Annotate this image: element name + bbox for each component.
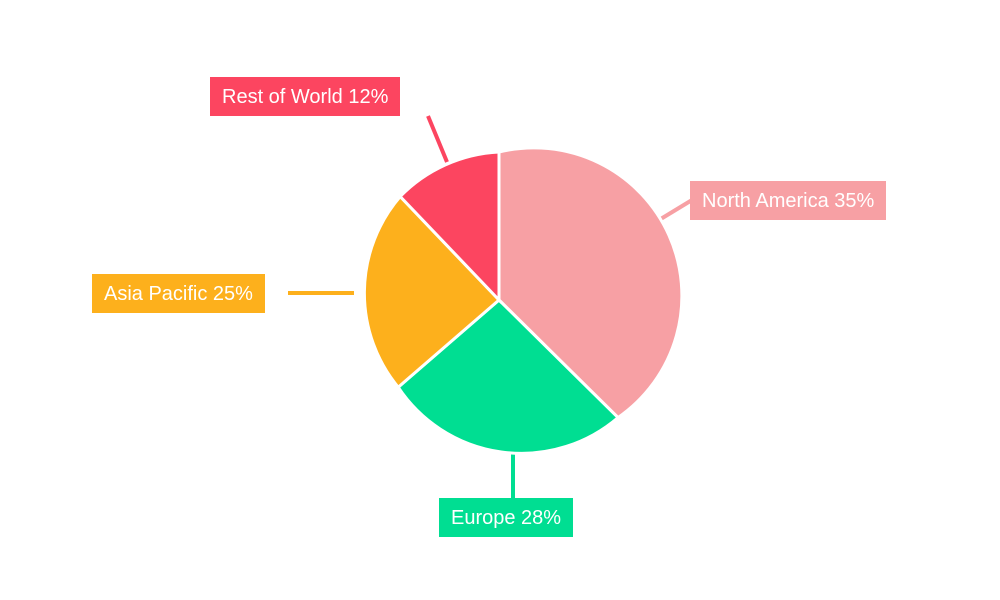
pie-slice-rest-of-world[interactable] <box>398 150 501 304</box>
pie-label-europe[interactable]: Europe 28% <box>439 498 574 537</box>
pie-slices <box>362 146 684 455</box>
pie-label-europe-text: Europe 28% <box>451 506 562 529</box>
pie-slice-europe[interactable] <box>396 297 621 455</box>
pie-label-north-america-text: North America 35% <box>702 189 875 212</box>
pie-label-north-america[interactable]: North America 35% <box>690 181 887 220</box>
pie-label-rest-of-world[interactable]: Rest of World 12% <box>210 77 401 116</box>
pie-slice-north-america[interactable] <box>497 146 684 420</box>
pie-label-asia-pacific-text: Asia Pacific 25% <box>104 282 253 305</box>
leader-line-rest-of-world <box>426 115 449 163</box>
pie-label-asia-pacific[interactable]: Asia Pacific 25% <box>92 274 265 313</box>
pie-slice-asia-pacific[interactable] <box>362 194 502 390</box>
pie-label-rest-of-world-text: Rest of World 12% <box>222 85 389 108</box>
